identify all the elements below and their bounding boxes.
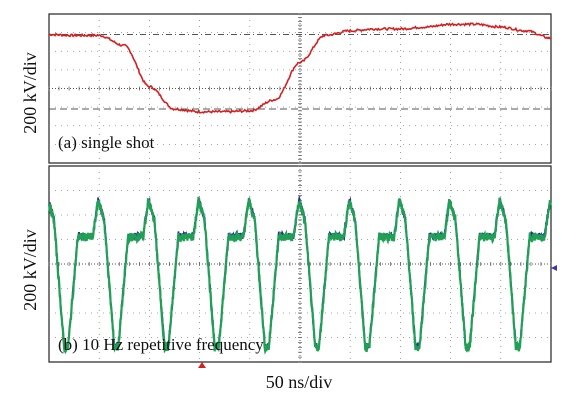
trigger-marker-right [551,265,557,271]
y-axis-label-top: 200 kV/div [20,52,40,134]
panel-b: (b) 10 Hz repetitive frequency [47,165,557,368]
panel-a: (a) single shot [48,13,552,164]
x-axis-label: 50 ns/div [266,372,333,392]
series-single-shot-trace [48,22,552,114]
panel-a-grid [48,13,552,164]
series-repetitive-trace-green [47,196,553,355]
panel-a-reference-lines [49,33,551,110]
y-axis-label-bottom: 200 kV/div [20,229,40,311]
panel-a-caption: (a) single shot [58,133,155,152]
panel-b-grid [48,165,552,363]
trigger-marker-bottom [198,362,206,368]
panel-b-caption: (b) 10 Hz repetitive frequency [58,335,264,354]
